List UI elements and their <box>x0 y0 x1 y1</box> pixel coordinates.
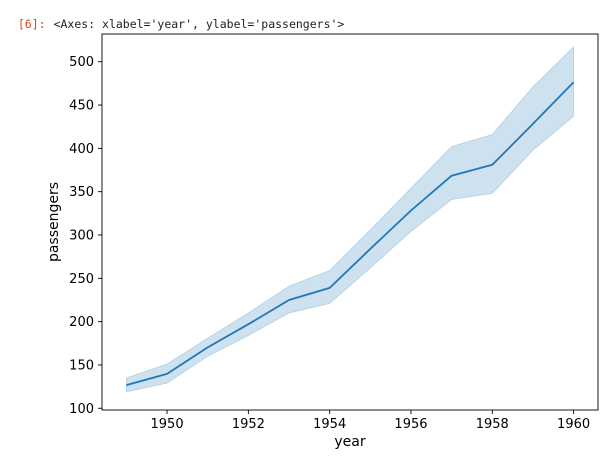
y-tick-label: 300 <box>69 228 94 243</box>
y-ticks: 100 150 200 250 300 350 400 450 500 <box>69 55 102 417</box>
y-tick-label: 100 <box>69 402 94 417</box>
y-tick-label: 250 <box>69 272 94 287</box>
confidence-band-layer <box>126 46 574 393</box>
y-tick-label: 350 <box>69 185 94 200</box>
y-tick-label: 500 <box>69 55 94 70</box>
cell-output-line: [6]: <Axes: xlabel='year', ylabel='passen… <box>4 3 345 31</box>
y-tick-label: 450 <box>69 99 94 114</box>
x-tick-label: 1960 <box>557 417 590 432</box>
x-tick-label: 1952 <box>232 417 265 432</box>
x-ticks: 1950 1952 1954 1956 1958 1960 <box>151 410 590 432</box>
x-tick-label: 1950 <box>151 417 184 432</box>
passengers-line <box>126 81 575 386</box>
x-tick-label: 1958 <box>476 417 509 432</box>
axes-frame <box>101 33 599 411</box>
y-axis-label: passengers <box>46 182 62 262</box>
x-tick-label: 1956 <box>394 417 427 432</box>
confidence-band <box>126 46 574 393</box>
y-tick-label: 400 <box>69 142 94 157</box>
x-axis-label: year <box>334 434 365 450</box>
axes-repr-text: <Axes: xlabel='year', ylabel='passengers… <box>53 17 345 31</box>
cell-prompt: [6]: <box>17 17 46 31</box>
series-line-layer <box>126 81 575 386</box>
y-tick-label: 200 <box>69 315 94 330</box>
y-tick-label: 150 <box>69 358 94 373</box>
x-tick-label: 1954 <box>313 417 346 432</box>
